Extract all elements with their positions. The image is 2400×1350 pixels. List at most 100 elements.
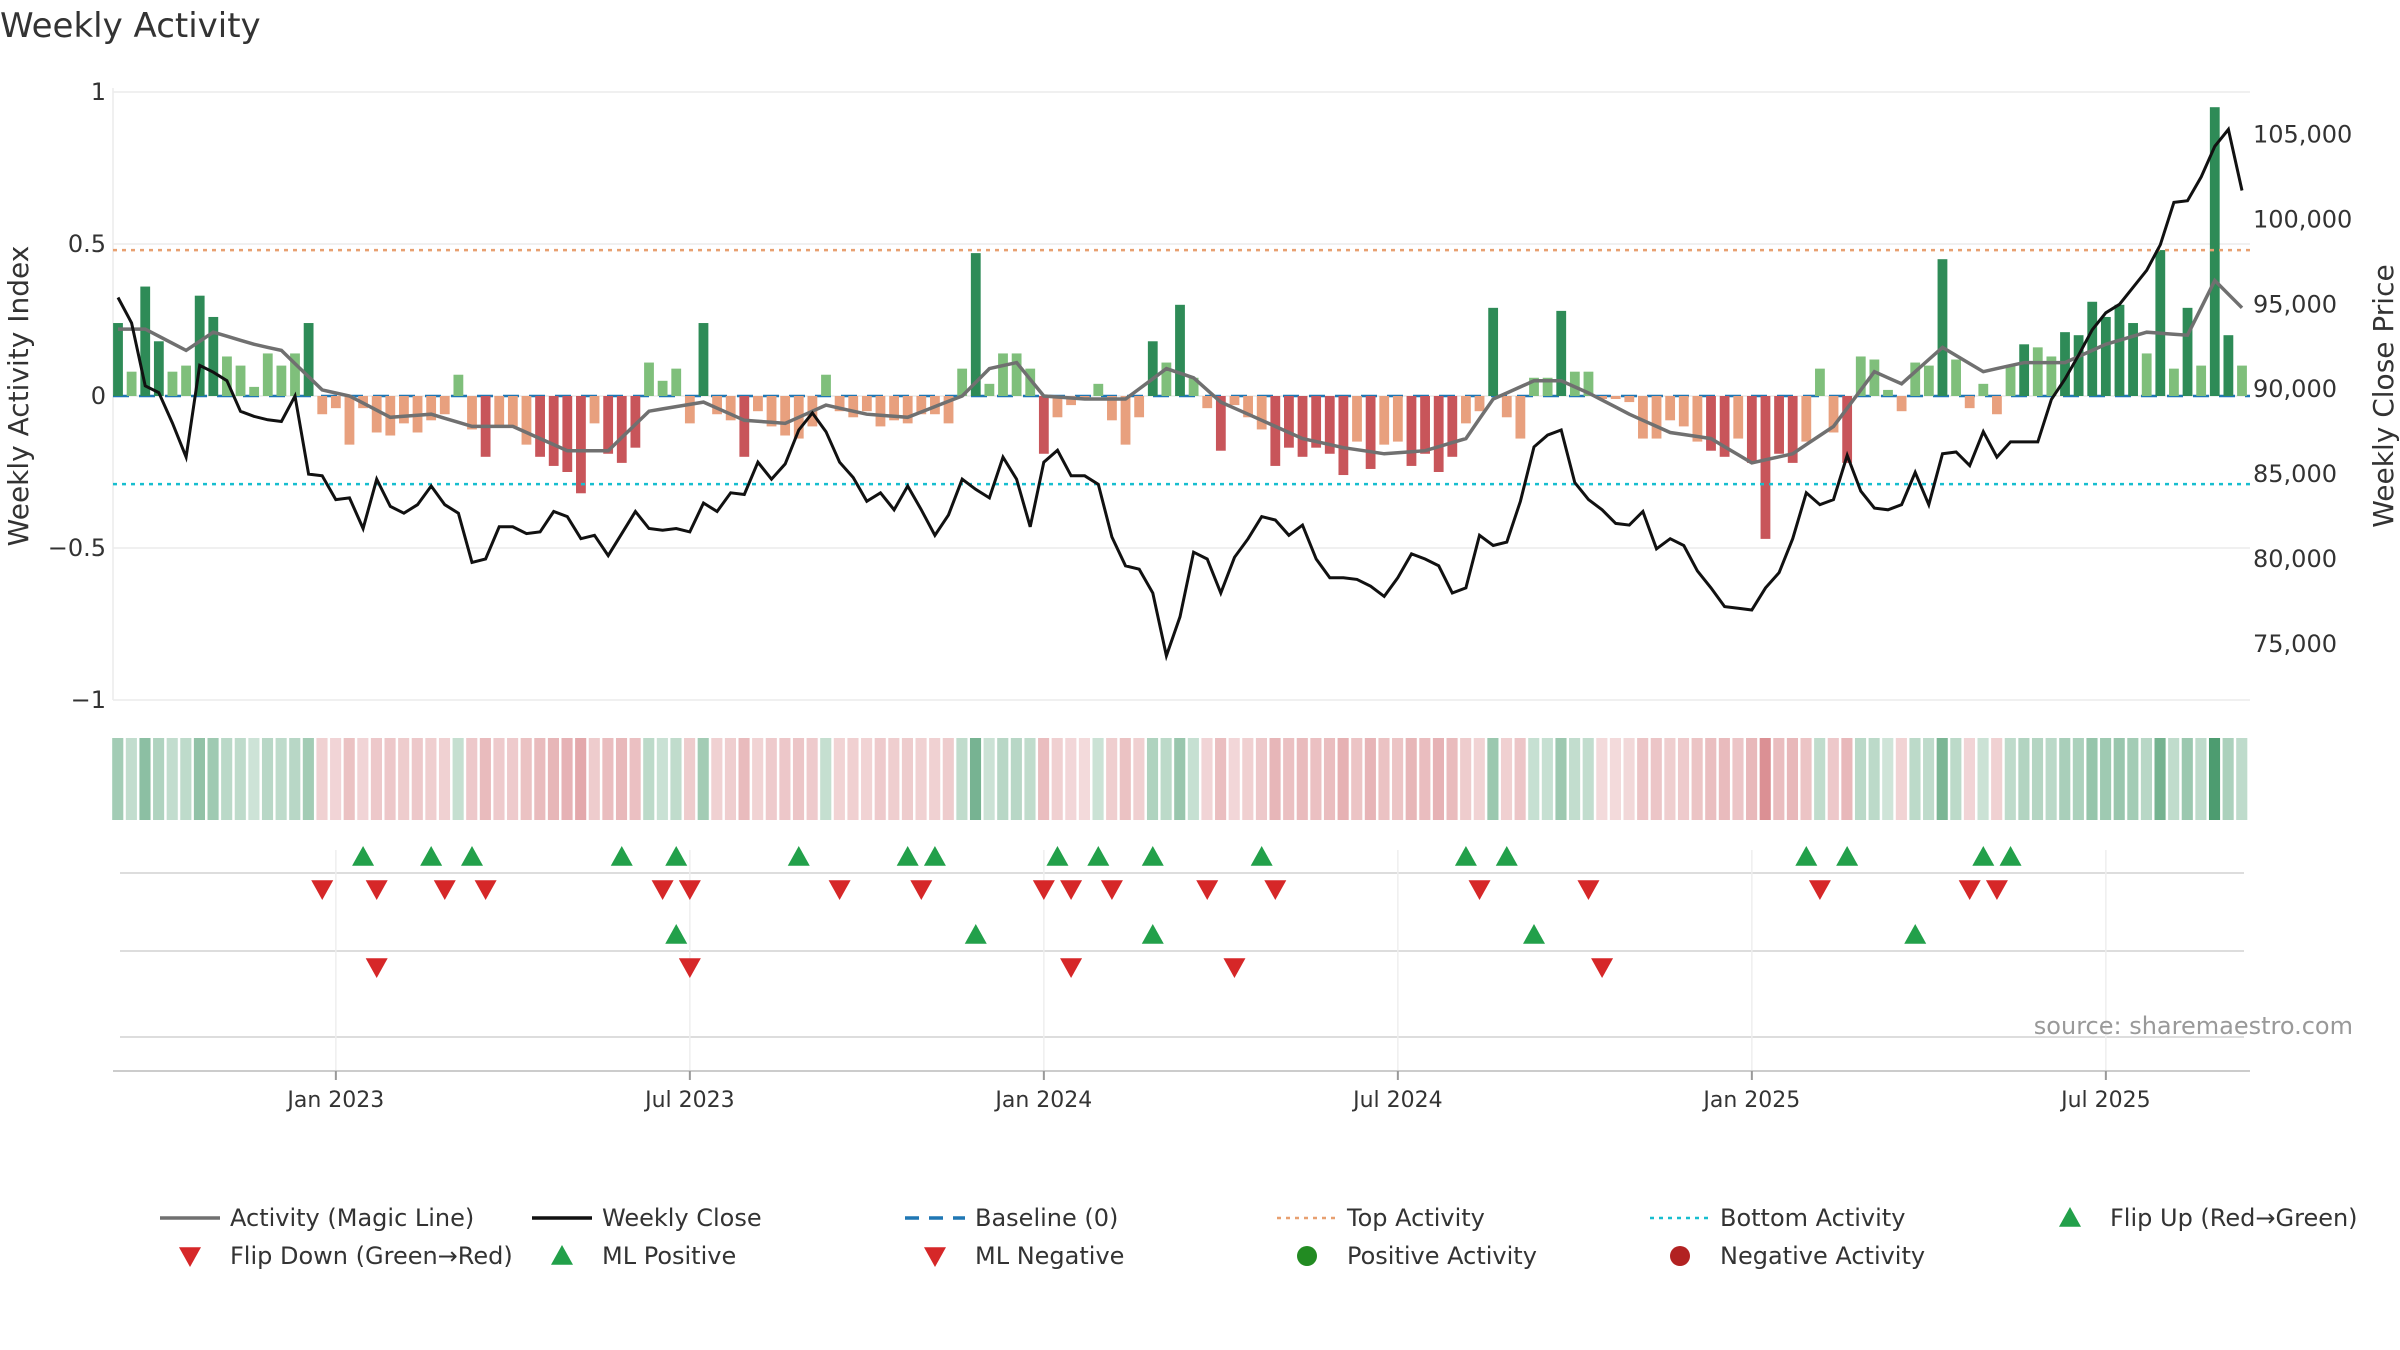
activity-bar xyxy=(1978,383,1989,396)
activity-bar xyxy=(1501,396,1512,418)
heat-cell xyxy=(656,738,668,820)
legend-label: Positive Activity xyxy=(1347,1242,1537,1270)
legend-label: ML Positive xyxy=(602,1242,736,1270)
activity-bar xyxy=(276,365,287,396)
legend-label: Top Activity xyxy=(1346,1204,1485,1232)
activity-bar xyxy=(1256,396,1267,430)
heat-cell xyxy=(1909,738,1921,820)
right-tick-label: 100,000 xyxy=(2253,205,2352,233)
activity-bar xyxy=(371,396,382,433)
activity-bar xyxy=(916,396,927,415)
heat-cell xyxy=(1677,738,1690,820)
signal-markers xyxy=(311,846,2022,978)
heat-cell xyxy=(221,738,233,820)
flip-down-marker xyxy=(1264,880,1287,900)
left-tick-label: −1 xyxy=(71,686,106,714)
activity-bar xyxy=(834,396,845,412)
heat-cell xyxy=(1827,738,1839,820)
activity-bar xyxy=(1869,359,1880,396)
heat-cell xyxy=(1718,738,1730,820)
heat-cell xyxy=(915,738,927,820)
activity-bar xyxy=(2128,323,2138,396)
flip-down-marker xyxy=(1100,880,1123,900)
legend-item: ML Negative xyxy=(924,1242,1124,1270)
flip-down-marker xyxy=(474,880,497,900)
heat-cell xyxy=(752,738,764,820)
flip-down-marker xyxy=(1808,880,1831,900)
heat-cell xyxy=(207,738,219,820)
activity-bars xyxy=(113,107,2247,539)
activity-bar xyxy=(1733,396,1744,439)
heat-cell xyxy=(1133,738,1145,820)
activity-bar xyxy=(222,356,232,396)
heat-cell xyxy=(1963,738,1975,820)
heat-cell xyxy=(1814,738,1826,820)
heat-cell xyxy=(561,738,573,820)
heat-cell xyxy=(1623,738,1635,820)
x-tick-label: Jul 2024 xyxy=(1351,1088,1443,1113)
activity-bar xyxy=(494,396,505,427)
activity-bar xyxy=(2032,347,2043,396)
heat-cell xyxy=(833,738,845,820)
heat-cell xyxy=(1419,738,1431,820)
left-tick-label: 0.5 xyxy=(68,230,106,258)
activity-bar xyxy=(1665,396,1676,421)
activity-bar xyxy=(1923,365,1934,396)
activity-bar xyxy=(1787,396,1798,463)
activity-bar xyxy=(1406,396,1417,466)
legend-swatch xyxy=(551,1245,573,1265)
right-tick-label: 105,000 xyxy=(2253,120,2352,148)
activity-bar xyxy=(2141,353,2152,396)
activity-bar xyxy=(861,396,872,412)
heat-cell xyxy=(1800,738,1812,820)
activity-bar xyxy=(1420,396,1430,454)
flip-up-marker xyxy=(1495,846,1518,866)
activity-bar xyxy=(1365,396,1376,469)
heat-cell xyxy=(792,738,805,820)
heat-cell xyxy=(1392,738,1404,820)
legend: Activity (Magic Line) Weekly Close Baselin… xyxy=(160,1204,2358,1270)
source-note: source: sharemaestro.com xyxy=(2034,1012,2353,1040)
heat-cell xyxy=(1650,738,1662,820)
heat-cell xyxy=(139,738,151,820)
heat-cell xyxy=(1323,738,1336,820)
activity-bar xyxy=(1855,356,1866,396)
activity-bar xyxy=(1066,396,1076,406)
activity-bar xyxy=(657,380,668,396)
heat-cell xyxy=(1936,738,1948,820)
ml-positive-marker xyxy=(1904,924,1927,944)
heat-cell xyxy=(316,738,328,820)
heat-cell xyxy=(575,738,587,820)
heat-cell xyxy=(1255,738,1267,820)
heat-cell xyxy=(629,738,641,820)
activity-bar xyxy=(1284,396,1294,448)
activity-bar xyxy=(2196,365,2207,396)
activity-bar xyxy=(1883,389,1893,396)
activity-bar xyxy=(684,396,695,424)
activity-bar xyxy=(1188,377,1199,396)
flip-down-marker xyxy=(651,880,674,900)
activity-bar xyxy=(317,396,328,415)
activity-bar xyxy=(1910,362,1921,396)
activity-bar xyxy=(1011,353,1022,396)
activity-bar xyxy=(712,396,722,415)
activity-bar xyxy=(1896,396,1907,412)
legend-label: Flip Up (Red→Green) xyxy=(2110,1204,2358,1232)
heat-cell xyxy=(1841,738,1853,820)
heat-cell xyxy=(1514,738,1526,820)
activity-magic-line xyxy=(118,277,2244,465)
heat-cell xyxy=(1364,738,1376,820)
flip-down-marker xyxy=(1468,880,1491,900)
left-axis-label: Weekly Activity Index xyxy=(2,246,35,547)
left-axis: 1 0.5 0 −0.5 −1 xyxy=(48,78,106,714)
activity-bar xyxy=(1706,396,1716,451)
heat-cell xyxy=(1637,738,1649,820)
heat-cell xyxy=(2127,738,2139,820)
heat-cell xyxy=(1977,738,1989,820)
activity-bar xyxy=(1542,377,1553,396)
heat-cell xyxy=(1582,738,1594,820)
heat-cell xyxy=(1378,738,1390,820)
activity-bar xyxy=(1529,377,1539,396)
right-tick-label: 85,000 xyxy=(2253,460,2337,488)
